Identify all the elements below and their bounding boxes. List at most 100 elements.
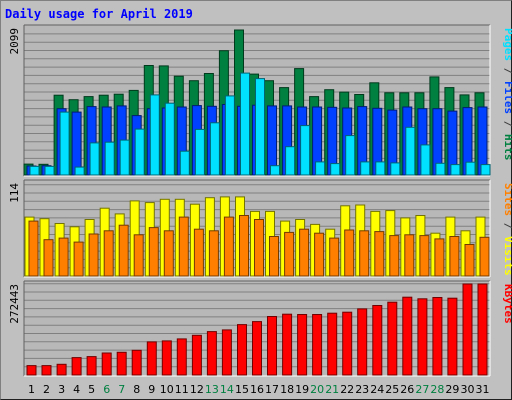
x-tick-label: 31 [476,383,490,396]
bar-kbytes-day-10 [161,340,172,376]
bar-pages-day-9 [149,94,160,176]
bar-pages-day-26 [405,126,416,176]
bar-sites-day-17 [269,236,279,277]
bar-kbytes-day-9 [146,341,157,376]
bar-pages-day-17 [270,165,280,176]
x-tick-label: 11 [175,383,189,396]
x-tick-label: 6 [103,383,110,396]
bar-sites-day-16 [254,219,264,277]
bar-kbytes-day-15 [237,324,247,376]
bar-pages-day-14 [224,95,235,176]
bar-sites-day-29 [449,236,460,277]
bar-pages-day-12 [194,128,205,176]
bar-pages-day-16 [255,78,265,176]
visits-panel-ymax-label: 114 [8,183,21,203]
x-tick-label: 27 [415,383,429,396]
bar-sites-day-23 [359,230,370,277]
bar-sites-day-14 [223,216,234,277]
bar-sites-day-30 [464,244,475,277]
x-tick-label: 30 [461,383,475,396]
bar-kbytes-day-31 [477,283,488,376]
bar-kbytes-day-24 [372,305,383,376]
bar-kbytes-day-7 [116,351,127,376]
x-tick-label: 17 [265,383,279,396]
bar-sites-day-2 [43,239,54,277]
bar-kbytes-day-23 [357,308,368,376]
bar-pages-day-25 [390,162,401,176]
kbytes-panel-legend: KBytes [502,284,512,324]
x-tick-label: 24 [370,383,384,396]
x-tick-label: 5 [88,383,95,396]
bar-sites-day-8 [133,234,144,277]
kbytes-panel-ymax-label: 272443 [8,284,21,324]
bar-kbytes-day-5 [86,356,97,376]
bar-pages-day-6 [104,141,115,176]
x-tick-label: 19 [295,383,309,396]
bar-sites-day-28 [434,238,445,277]
bar-pages-day-7 [119,139,130,176]
x-tick-label: 22 [340,383,354,396]
x-tick-label: 2 [43,383,50,396]
x-tick-label: 16 [250,383,264,396]
bar-sites-day-25 [389,235,400,277]
bar-pages-day-31 [480,164,491,176]
bar-sites-day-27 [419,235,430,277]
x-tick-label: 20 [310,383,324,396]
bar-kbytes-day-6 [101,352,112,376]
bar-sites-day-4 [73,241,84,277]
bar-pages-day-15 [240,72,250,176]
bar-sites-day-9 [148,227,159,277]
bar-kbytes-day-21 [327,312,338,376]
bar-files-day-17 [267,105,277,176]
bar-kbytes-day-26 [402,296,413,376]
bar-sites-day-1 [28,220,39,277]
bar-kbytes-day-30 [462,283,473,376]
legend-entry: KBytes [502,284,512,324]
x-tick-label: 7 [118,383,125,396]
bar-kbytes-day-19 [297,314,308,376]
bar-pages-day-20 [315,161,326,176]
chart-title: Daily usage for April 2019 [5,7,193,21]
bar-kbytes-day-17 [267,316,277,376]
bar-kbytes-day-3 [56,363,67,376]
x-tick-label: 12 [190,383,204,396]
x-tick-label: 25 [385,383,399,396]
x-tick-label: 23 [355,383,369,396]
x-tick-label: 13 [205,383,219,396]
x-tick-label: 9 [148,383,155,396]
x-tick-label: 8 [133,383,140,396]
legend-entry: / [502,61,512,81]
bar-pages-day-24 [375,161,386,176]
bar-pages-day-28 [435,162,446,176]
bar-kbytes-day-29 [447,297,458,376]
bar-kbytes-day-4 [71,357,82,376]
x-tick-label: 28 [430,383,444,396]
bar-sites-day-31 [479,236,490,277]
visits-panel-legend: Sites / Visits [502,183,512,276]
bar-kbytes-day-22 [342,311,353,376]
bar-sites-day-5 [88,233,99,277]
bar-pages-day-8 [134,128,145,176]
hits-panel-legend: Pages / Files / Hits [502,28,512,161]
legend-entry: Files [502,81,512,114]
bar-kbytes-day-20 [312,314,323,376]
bar-sites-day-11 [178,216,189,277]
bar-sites-day-15 [239,215,249,277]
bar-kbytes-day-14 [221,329,232,376]
bar-pages-day-30 [465,161,476,176]
bar-sites-day-13 [208,230,219,277]
bar-kbytes-day-11 [176,338,187,376]
hits-panel-ymax-label: 2099 [8,28,21,55]
legend-entry: Pages [502,28,512,61]
x-tick-label: 18 [280,383,294,396]
bar-pages-day-13 [209,122,220,176]
bar-sites-day-18 [284,231,295,277]
x-tick-label: 15 [235,383,249,396]
x-tick-label: 26 [400,383,414,396]
bar-kbytes-day-12 [191,334,202,376]
bar-pages-day-11 [179,150,190,176]
bar-sites-day-3 [58,237,69,277]
bar-kbytes-day-16 [252,321,262,376]
legend-entry: Visits [502,236,512,276]
